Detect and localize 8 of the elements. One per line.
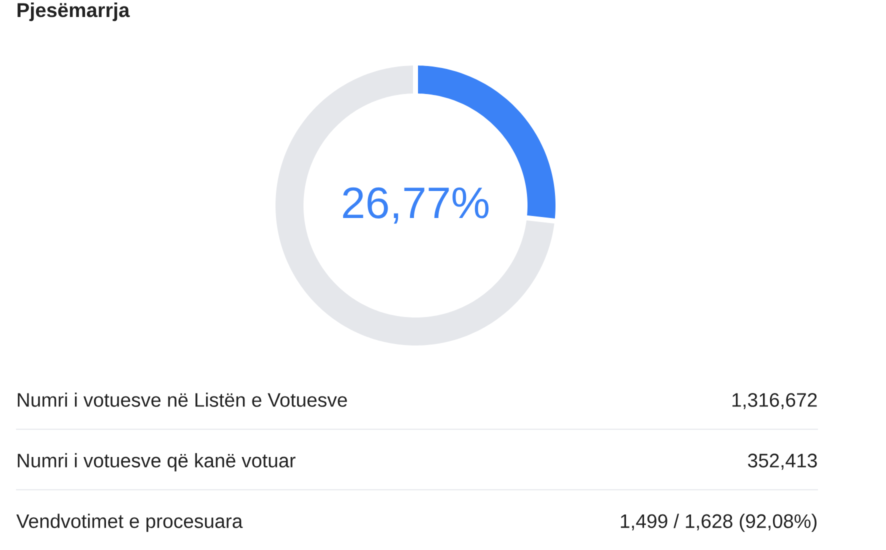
text: 1,316,672 bbox=[732, 393, 817, 410]
text: Numri i votuesve që kanë votuar bbox=[18, 453, 296, 472]
text: 352,413 bbox=[748, 454, 817, 470]
text: Pjesëmarrja bbox=[18, 2, 130, 22]
text: Vendvotimet e procesuara bbox=[16, 514, 243, 532]
text: Numri i votuesve në Listën e Votuesve bbox=[18, 392, 347, 407]
data-label: 26,77% bbox=[343, 187, 489, 224]
text: 1,499 / 1,628 (92,08%) bbox=[620, 514, 816, 532]
